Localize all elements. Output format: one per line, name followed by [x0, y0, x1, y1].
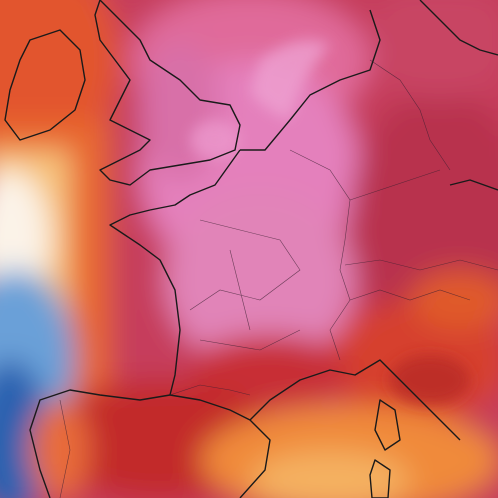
borders — [59, 59, 498, 498]
coastlines — [4, 0, 498, 498]
temperature-detail — [190, 40, 470, 405]
